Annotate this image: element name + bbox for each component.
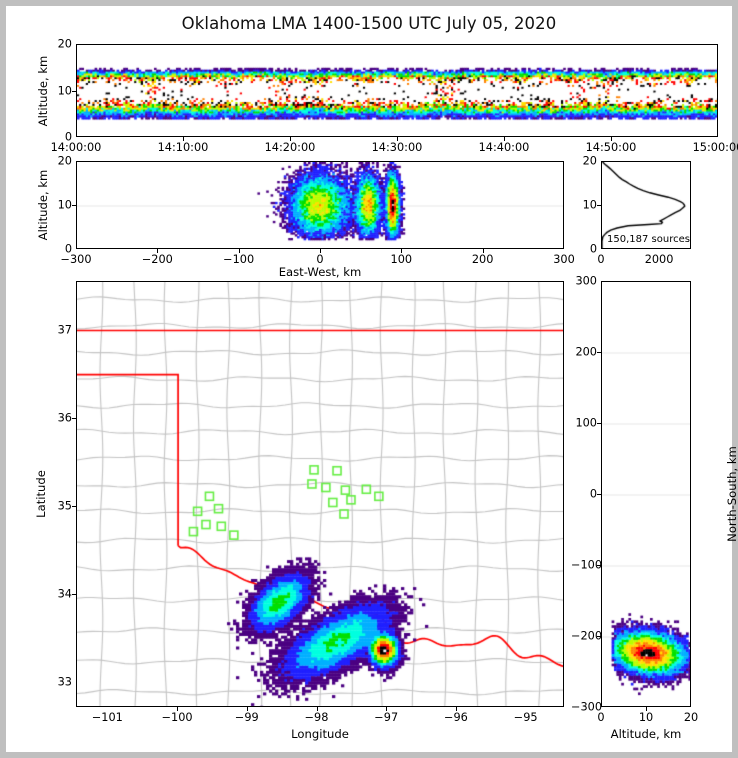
y-tick-label: 20 (57, 154, 72, 168)
x-tick-mark (455, 707, 457, 711)
x-tick-label: 0 (597, 711, 605, 724)
map-panel-frame (76, 281, 564, 707)
y-tick-label: 0 (589, 487, 597, 501)
y-tick-label: 35 (57, 499, 72, 513)
panel-altitude-vs-north-south (601, 281, 691, 707)
x-tick-label: −300 (60, 253, 92, 266)
y-tick-label: −300 (571, 700, 603, 714)
y-tick-label: 20 (582, 154, 597, 168)
y-tick-mark (72, 594, 76, 596)
x-tick-mark (316, 707, 318, 711)
x-tick-label: 0 (316, 253, 324, 266)
figure-title: Oklahoma LMA 1400-1500 UTC July 05, 2020 (181, 14, 557, 33)
map-counties-and-sources (77, 282, 563, 706)
x-tick-label: −100 (223, 253, 255, 266)
y-tick-label: 0 (589, 242, 597, 256)
x-tick-label: 200 (471, 253, 494, 266)
y-tick-label: −100 (571, 558, 603, 572)
y-tick-mark (597, 636, 601, 637)
x-tick-mark (611, 137, 612, 141)
y-tick-mark (72, 205, 76, 206)
x-tick-label: −200 (141, 253, 173, 266)
x-tick-mark (246, 707, 248, 711)
x-tick-mark (238, 249, 240, 253)
x-tick-label: 14:10:00 (157, 141, 209, 154)
y-tick-label: 0 (64, 130, 72, 144)
x-tick-label: 2000 (644, 253, 674, 266)
ns-panel-frame (601, 281, 691, 707)
y-tick-mark (72, 90, 76, 92)
y-tick-label: 33 (57, 675, 72, 689)
x-tick-mark (397, 137, 398, 141)
x-axis-label: East-West, km (278, 265, 362, 279)
x-tick-label: 14:40:00 (478, 141, 530, 154)
x-tick-label: 300 (553, 253, 575, 266)
y-tick-label: 0 (64, 242, 72, 256)
source-count-annotation: 150,187 sources (607, 234, 690, 245)
y-tick-label: 100 (575, 416, 597, 430)
x-tick-mark (386, 707, 388, 711)
panel-east-west-vs-altitude (76, 161, 564, 249)
altitude-histogram-curve (602, 162, 690, 248)
y-tick-label: 200 (575, 345, 597, 359)
x-tick-label: −100 (161, 711, 193, 724)
y-axis-label: Altitude, km (36, 169, 50, 241)
x-tick-mark (177, 707, 179, 711)
x-tick-label: 15:00:00 (692, 141, 738, 154)
y-tick-mark (597, 352, 601, 353)
x-tick-mark (320, 249, 321, 253)
x-tick-label: 0 (597, 253, 605, 266)
x-tick-mark (504, 137, 505, 141)
y-tick-mark (72, 417, 76, 419)
x-tick-mark (290, 137, 291, 141)
y-axis-label: Altitude, km (36, 55, 50, 126)
histogram-panel-frame (601, 161, 691, 249)
y-tick-label: 36 (57, 411, 72, 425)
x-axis-label: Longitude (291, 727, 349, 741)
x-axis-label: Altitude, km (610, 727, 682, 741)
x-tick-label: −95 (513, 711, 538, 724)
y-tick-mark (597, 423, 601, 424)
x-tick-label: 14:30:00 (371, 141, 423, 154)
x-tick-label: −98 (304, 711, 329, 724)
y-tick-label: 10 (582, 198, 597, 212)
x-tick-mark (183, 137, 184, 141)
x-tick-label: 14:50:00 (585, 141, 637, 154)
east-west-altitude-scatter (77, 162, 563, 248)
y-tick-mark (597, 494, 601, 495)
y-tick-mark (597, 205, 601, 206)
panel-time-vs-altitude (76, 44, 718, 137)
y-tick-label: 10 (57, 84, 72, 97)
x-tick-label: −97 (374, 711, 399, 724)
panel-lat-lon-map (76, 281, 564, 707)
y-tick-mark (72, 505, 76, 507)
x-tick-label: −96 (444, 711, 468, 724)
panel-altitude-histogram: 150,187 sources (601, 161, 691, 249)
x-tick-mark (646, 707, 647, 711)
y-axis-label-right: North-South, km (725, 446, 738, 542)
x-tick-label: 10 (638, 711, 654, 724)
y-tick-label: 10 (57, 198, 72, 212)
y-tick-label: −200 (571, 629, 603, 643)
x-tick-label: 14:20:00 (264, 141, 316, 154)
x-tick-label: 100 (390, 253, 413, 266)
x-tick-label: 20 (683, 711, 699, 724)
x-tick-label: −101 (91, 711, 123, 724)
altitude-north-south-scatter (602, 282, 690, 706)
x-tick-mark (401, 249, 403, 253)
x-tick-label: 14:00:00 (50, 141, 102, 154)
y-tick-label: 20 (57, 37, 72, 51)
figure-canvas: Oklahoma LMA 1400-1500 UTC July 05, 2020… (6, 6, 738, 752)
y-tick-label: 34 (57, 587, 72, 601)
time-altitude-scatter (77, 45, 717, 136)
x-tick-label: −99 (234, 711, 259, 724)
x-tick-mark (157, 249, 159, 253)
time-panel-frame (76, 44, 718, 137)
ew-panel-frame (76, 161, 564, 249)
y-tick-label: 300 (575, 274, 597, 288)
y-tick-label: 37 (57, 323, 72, 336)
x-tick-mark (482, 249, 484, 253)
y-axis-label: Latitude (34, 470, 48, 518)
y-tick-mark (597, 565, 601, 566)
